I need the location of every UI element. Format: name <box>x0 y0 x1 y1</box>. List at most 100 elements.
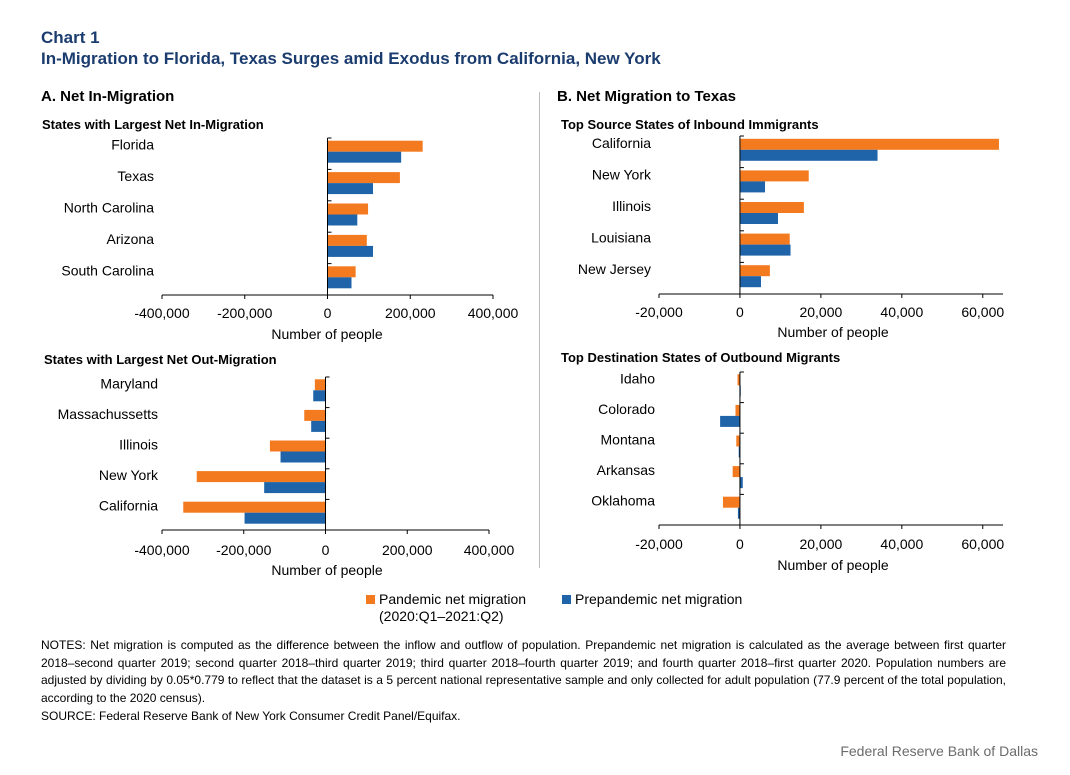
chart1-bar-prepandemic-louisiana <box>739 244 791 256</box>
chart0-category-label-arizona: Arizona <box>107 231 155 247</box>
chart0-bar-prepandemic-south-carolina <box>327 277 352 289</box>
chart0-category-label-north-carolina: North Carolina <box>64 200 154 216</box>
subchart-title-net-in: States with Largest Net In-Migration <box>42 117 264 132</box>
chart3-bar-prepandemic-colorado <box>720 415 740 427</box>
chart0-x-tick-label: -200,000 <box>217 305 272 321</box>
chart2-bar-pandemic-new-york <box>196 471 326 483</box>
chart1-x-tick-label: -20,000 <box>635 304 683 320</box>
legend-label-prepandemic: Prepandemic net migration <box>575 591 743 607</box>
chart3-bar-pandemic-montana <box>736 435 740 447</box>
chart0-category-label-florida: Florida <box>111 137 154 153</box>
chart0-bar-prepandemic-texas <box>327 183 374 195</box>
subchart-title-destination-states: Top Destination States of Outbound Migra… <box>561 350 841 365</box>
chart3-x-tick-label: 60,000 <box>961 536 1004 552</box>
chart2-x-axis-label: Number of people <box>271 562 383 578</box>
legend-label-pandemic-period: (2020:Q1–2021:Q2) <box>379 608 504 624</box>
chart3-bar-prepandemic-montana <box>738 446 740 458</box>
chart1-bar-pandemic-louisiana <box>739 233 790 245</box>
chart3-category-label-idaho: Idaho <box>620 370 655 386</box>
chart0-bar-pandemic-south-carolina <box>327 266 356 278</box>
chart2-bar-pandemic-california <box>183 501 326 513</box>
chart2-bar-prepandemic-maryland <box>313 390 326 402</box>
notes-text: NOTES: Net migration is computed as the … <box>41 638 1006 705</box>
chart0-bar-prepandemic-florida <box>327 151 402 163</box>
chart1-x-tick-label: 60,000 <box>961 304 1004 320</box>
chart1-x-axis-label: Number of people <box>777 324 889 340</box>
subchart-title-net-out: States with Largest Net Out-Migration <box>44 352 277 367</box>
chart0-bar-pandemic-florida <box>327 140 423 152</box>
chart3-category-label-colorado: Colorado <box>598 401 655 417</box>
chart1-bar-pandemic-new-york <box>739 170 809 182</box>
legend-swatch-prepandemic <box>562 595 571 604</box>
chart2-bar-prepandemic-massachussetts <box>311 420 326 432</box>
chart1-category-label-new-york: New York <box>592 166 652 182</box>
chart2-x-tick-label: 400,000 <box>464 542 515 558</box>
chart3-category-label-arkansas: Arkansas <box>597 462 655 478</box>
chart0-bar-pandemic-arizona <box>327 234 367 246</box>
chart1-bar-pandemic-california <box>739 138 999 150</box>
panel-divider <box>539 92 540 568</box>
chart2-x-tick-label: 0 <box>322 542 330 558</box>
chart2-category-label-new-york: New York <box>99 467 159 483</box>
chart3-x-axis-label: Number of people <box>777 557 889 573</box>
chart3-bar-pandemic-oklahoma <box>722 496 740 508</box>
chart2-bar-prepandemic-illinois <box>280 451 326 463</box>
chart0-category-label-south-carolina: South Carolina <box>61 262 154 278</box>
chart1-bar-prepandemic-illinois <box>739 213 778 224</box>
chart2-category-label-illinois: Illinois <box>119 437 158 453</box>
chart2-bar-prepandemic-california <box>244 512 326 524</box>
chart1-bar-pandemic-illinois <box>739 202 804 213</box>
chart3-bar-pandemic-idaho <box>737 374 740 386</box>
chart1-bar-prepandemic-new-york <box>739 181 766 193</box>
chart1-category-label-illinois: Illinois <box>612 198 651 214</box>
chart0-bar-pandemic-texas <box>327 172 400 184</box>
source: SOURCE: Federal Reserve Bank of New York… <box>41 709 461 723</box>
chart0-category-label-texas: Texas <box>117 168 154 184</box>
chart3-x-tick-label: 40,000 <box>880 536 923 552</box>
chart0-bar-pandemic-north-carolina <box>327 203 369 215</box>
chart2-category-label-california: California <box>99 498 158 514</box>
chart2-x-tick-label: -200,000 <box>216 542 271 558</box>
panel-b-title: B. Net Migration to Texas <box>557 88 736 105</box>
chart0-x-tick-label: -400,000 <box>134 305 189 321</box>
legend-swatch-pandemic <box>366 595 375 604</box>
chart1-x-tick-label: 40,000 <box>880 304 923 320</box>
chart-title: In-Migration to Florida, Texas Surges am… <box>41 49 661 68</box>
chart3-x-tick-label: 20,000 <box>799 536 842 552</box>
chart3-bar-prepandemic-oklahoma <box>737 507 740 519</box>
chart1-x-tick-label: 0 <box>736 304 744 320</box>
chart2-bar-pandemic-illinois <box>269 440 326 452</box>
chart2-category-label-massachussetts: Massachussetts <box>58 406 158 422</box>
chart0-x-axis-label: Number of people <box>271 326 383 342</box>
credit: Federal Reserve Bank of Dallas <box>840 743 1038 759</box>
chart2-bar-prepandemic-new-york <box>264 482 326 494</box>
chart0-x-tick-label: 200,000 <box>385 305 436 321</box>
chart0-bar-prepandemic-north-carolina <box>327 214 358 226</box>
chart2-x-tick-label: -400,000 <box>134 542 189 558</box>
chart2-x-tick-label: 200,000 <box>382 542 433 558</box>
chart1-bar-prepandemic-california <box>739 149 878 161</box>
subchart-title-source-states: Top Source States of Inbound Immigrants <box>561 117 819 132</box>
chart0-x-tick-label: 400,000 <box>468 305 519 321</box>
chart3-bar-prepandemic-arkansas <box>739 477 743 489</box>
chart0-x-tick-label: 0 <box>324 305 332 321</box>
chart2-category-label-maryland: Maryland <box>100 375 158 391</box>
panel-a-title: A. Net In-Migration <box>41 88 175 105</box>
chart3-bar-pandemic-arkansas <box>732 466 740 478</box>
chart0-bar-prepandemic-arizona <box>327 245 374 257</box>
legend-label-pandemic: Pandemic net migration <box>379 591 527 607</box>
chart-number: Chart 1 <box>41 28 100 47</box>
chart1-category-label-louisiana: Louisiana <box>591 230 651 246</box>
chart1-bar-prepandemic-new-jersey <box>739 276 761 288</box>
chart2-bar-pandemic-maryland <box>314 379 326 391</box>
chart1-category-label-new-jersey: New Jersey <box>578 261 651 277</box>
chart3-x-tick-label: -20,000 <box>635 536 683 552</box>
chart1-x-tick-label: 20,000 <box>799 304 842 320</box>
notes: NOTES: Net migration is computed as the … <box>41 637 1006 707</box>
chart3-category-label-montana: Montana <box>601 432 656 448</box>
chart3-bar-pandemic-colorado <box>735 404 740 416</box>
chart1-bar-pandemic-new-jersey <box>739 265 770 277</box>
chart3-x-tick-label: 0 <box>736 536 744 552</box>
chart2-bar-pandemic-massachussetts <box>304 409 326 421</box>
